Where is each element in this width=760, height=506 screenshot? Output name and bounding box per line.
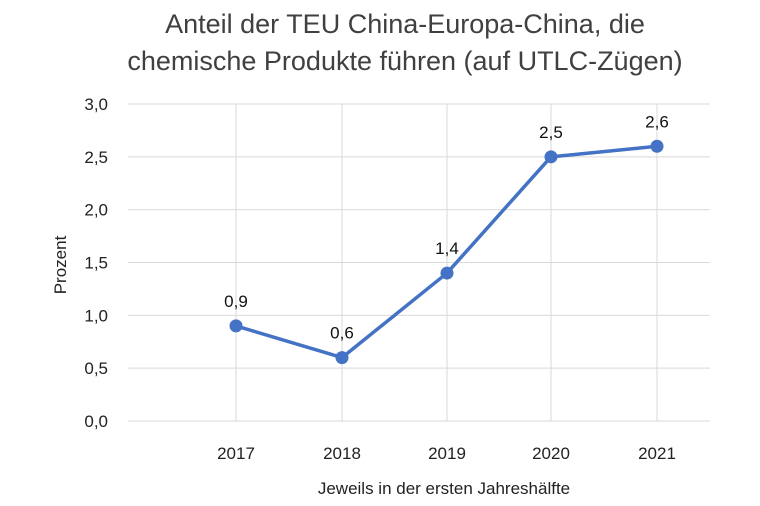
chart-title-line-2: chemische Produkte führen (auf UTLC-Züge…	[127, 46, 682, 76]
x-tick-label: 2019	[428, 444, 466, 463]
data-point	[335, 351, 349, 365]
y-tick-label: 1,0	[84, 306, 108, 325]
series-layer	[229, 139, 664, 365]
data-label: 2,6	[645, 112, 669, 131]
y-tick-label: 0,5	[84, 359, 108, 378]
data-label: 0,9	[224, 292, 248, 311]
x-tick-label: 2021	[638, 444, 676, 463]
x-axis-ticks: 2017 2018 2019 2020 2021	[217, 444, 676, 463]
chart-title-line-1: Anteil der TEU China-Europa-China, die	[165, 9, 645, 39]
data-label: 0,6	[330, 324, 354, 343]
data-label-layer: 0,9 0,6 1,4 2,5 2,6	[224, 112, 669, 342]
y-axis-label: Prozent	[51, 235, 70, 294]
x-tick-label: 2018	[323, 444, 361, 463]
x-tick-label: 2020	[532, 444, 570, 463]
y-tick-label: 1,5	[84, 254, 108, 273]
x-tick-label: 2017	[217, 444, 255, 463]
y-tick-label: 2,5	[84, 148, 108, 167]
data-point	[229, 319, 243, 333]
data-label: 1,4	[435, 239, 459, 258]
y-axis-ticks: 0,0 0,5 1,0 1,5 2,0 2,5 3,0	[84, 95, 108, 431]
grid-layer	[128, 103, 710, 422]
data-point	[440, 266, 454, 280]
y-tick-label: 2,0	[84, 201, 108, 220]
data-label: 2,5	[539, 123, 563, 142]
data-point	[650, 139, 664, 153]
y-tick-label: 3,0	[84, 95, 108, 114]
y-tick-label: 0,0	[84, 412, 108, 431]
x-axis-label: Jeweils in der ersten Jahreshälfte	[318, 479, 570, 498]
data-point	[544, 150, 558, 164]
